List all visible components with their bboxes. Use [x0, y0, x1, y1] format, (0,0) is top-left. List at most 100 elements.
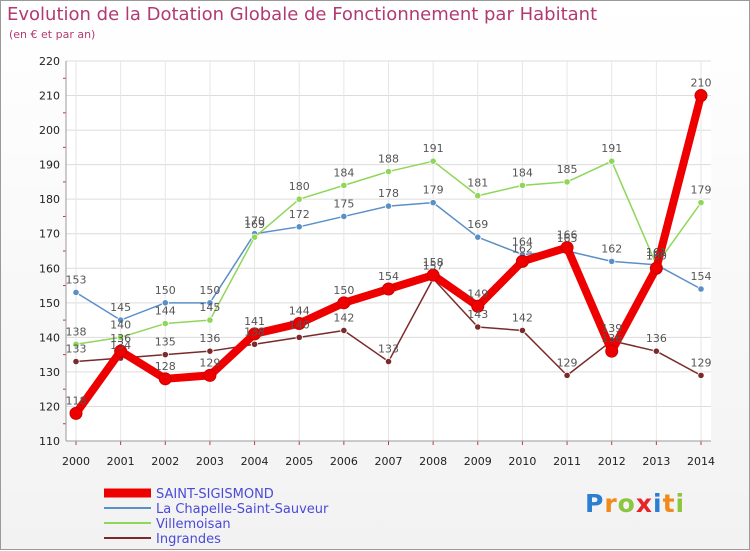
data-label: 135 — [155, 336, 176, 349]
data-point — [560, 241, 574, 255]
data-point — [295, 333, 303, 341]
data-label: 191 — [423, 142, 444, 155]
x-tick-label: 2014 — [687, 455, 715, 468]
data-label: 166 — [557, 229, 578, 242]
data-point — [608, 157, 616, 165]
y-tick-label: 200 — [39, 124, 60, 137]
data-label: 157 — [423, 260, 444, 273]
data-point — [697, 285, 705, 293]
chart-subtitle: (en € et par an) — [9, 28, 96, 41]
y-tick-label: 120 — [39, 400, 60, 413]
data-label: 154 — [691, 270, 712, 283]
data-point — [69, 406, 83, 420]
data-point — [114, 344, 128, 358]
data-point — [337, 296, 351, 310]
data-point — [72, 288, 80, 297]
data-point — [248, 327, 262, 341]
data-label: 136 — [601, 332, 622, 345]
data-point — [471, 299, 485, 313]
data-label: 129 — [557, 356, 578, 369]
data-point — [292, 317, 306, 331]
logo-letter: P — [585, 489, 605, 518]
x-tick-label: 2003 — [196, 455, 224, 468]
data-point — [295, 223, 303, 231]
x-tick-label: 2012 — [598, 455, 626, 468]
data-label: 150 — [155, 284, 176, 297]
data-point — [429, 199, 437, 207]
data-label: 136 — [199, 332, 220, 345]
logo-letter: t — [662, 489, 676, 518]
data-label: 210 — [691, 77, 712, 90]
x-tick-label: 2013 — [642, 455, 670, 468]
data-label: 154 — [378, 270, 399, 283]
data-point — [158, 372, 172, 386]
data-point — [384, 202, 393, 210]
data-point — [608, 257, 616, 265]
data-label: 160 — [646, 249, 667, 262]
x-tick-label: 2001 — [107, 455, 135, 468]
data-point — [474, 233, 482, 241]
data-label: 129 — [691, 356, 712, 369]
data-label: 179 — [691, 184, 712, 197]
data-point — [515, 254, 529, 268]
y-tick-label: 110 — [39, 435, 60, 448]
data-label: 150 — [199, 284, 220, 297]
y-tick-label: 150 — [39, 297, 60, 310]
data-label: 140 — [110, 318, 131, 331]
data-label: 162 — [601, 242, 622, 255]
y-tick-label: 180 — [39, 193, 60, 206]
data-label: 170 — [244, 215, 265, 228]
legend-label: La Chapelle-Saint-Sauveur — [156, 502, 329, 517]
data-label: 188 — [378, 153, 399, 166]
data-point — [117, 333, 125, 341]
data-label: 139 — [601, 322, 622, 335]
x-tick-label: 2009 — [464, 455, 492, 468]
data-label: 142 — [512, 311, 533, 324]
data-label: 145 — [199, 301, 220, 314]
x-tick-label: 2008 — [419, 455, 447, 468]
data-point — [340, 212, 348, 221]
data-label: 184 — [512, 166, 533, 179]
data-point — [161, 319, 169, 328]
data-label: 141 — [244, 315, 265, 328]
data-point — [474, 192, 482, 200]
data-label: 133 — [66, 343, 87, 356]
y-tick-label: 160 — [39, 262, 60, 275]
data-label: 143 — [467, 308, 488, 321]
data-point — [563, 371, 571, 379]
data-label: 145 — [110, 301, 131, 314]
data-point — [605, 344, 619, 358]
data-point — [295, 195, 303, 203]
x-tick-label: 2004 — [241, 455, 269, 468]
data-label: 144 — [289, 305, 310, 318]
data-label: 138 — [66, 325, 87, 338]
x-tick-label: 2002 — [151, 455, 179, 468]
chart-title: Evolution de la Dotation Globale de Fonc… — [7, 4, 598, 25]
x-tick-label: 2000 — [62, 455, 90, 468]
data-label: 179 — [423, 184, 444, 197]
data-point — [518, 181, 527, 189]
axes: 110 120 130 140 150 160 170 180 190 200 210 220 2000… — [39, 55, 715, 468]
data-label: 142 — [333, 311, 354, 324]
data-point — [161, 351, 169, 359]
data-label: 150 — [333, 284, 354, 297]
logo-letter: o — [617, 489, 636, 518]
data-point — [697, 199, 705, 207]
x-tick-label: 2006 — [330, 455, 358, 468]
y-tick-label: 220 — [39, 55, 60, 68]
data-label: 133 — [378, 343, 399, 356]
data-point — [384, 167, 393, 176]
data-label: 185 — [557, 163, 578, 176]
data-label: 164 — [512, 235, 533, 248]
data-point — [206, 347, 214, 355]
data-point — [652, 347, 660, 355]
data-label: 169 — [467, 218, 488, 231]
data-label: 169 — [244, 218, 265, 231]
logo-letter: i — [653, 489, 663, 518]
data-label: 161 — [646, 246, 667, 259]
data-label: 184 — [333, 166, 354, 179]
y-tick-label: 170 — [39, 228, 60, 241]
y-tick-label: 190 — [39, 159, 60, 172]
